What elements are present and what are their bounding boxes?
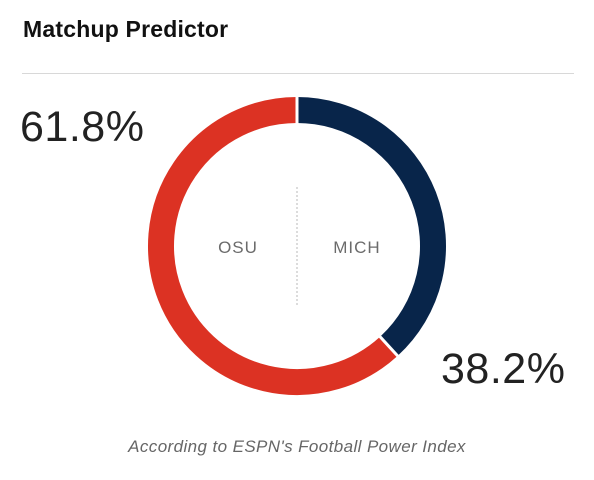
source-footnote: According to ESPN's Football Power Index: [128, 437, 466, 456]
widget-title: Matchup Predictor: [23, 16, 229, 42]
donut-slices: [148, 96, 446, 395]
osu-percentage-label: 61.8%: [20, 103, 145, 151]
slice-separator: [378, 334, 400, 358]
mich-percentage-label: 38.2%: [441, 345, 566, 393]
header-divider: [22, 73, 574, 74]
mich-slice: [296, 97, 446, 356]
osu-team-label: OSU: [218, 238, 258, 257]
mich-team-label: MICH: [333, 238, 380, 257]
osu-slice: [148, 97, 398, 395]
